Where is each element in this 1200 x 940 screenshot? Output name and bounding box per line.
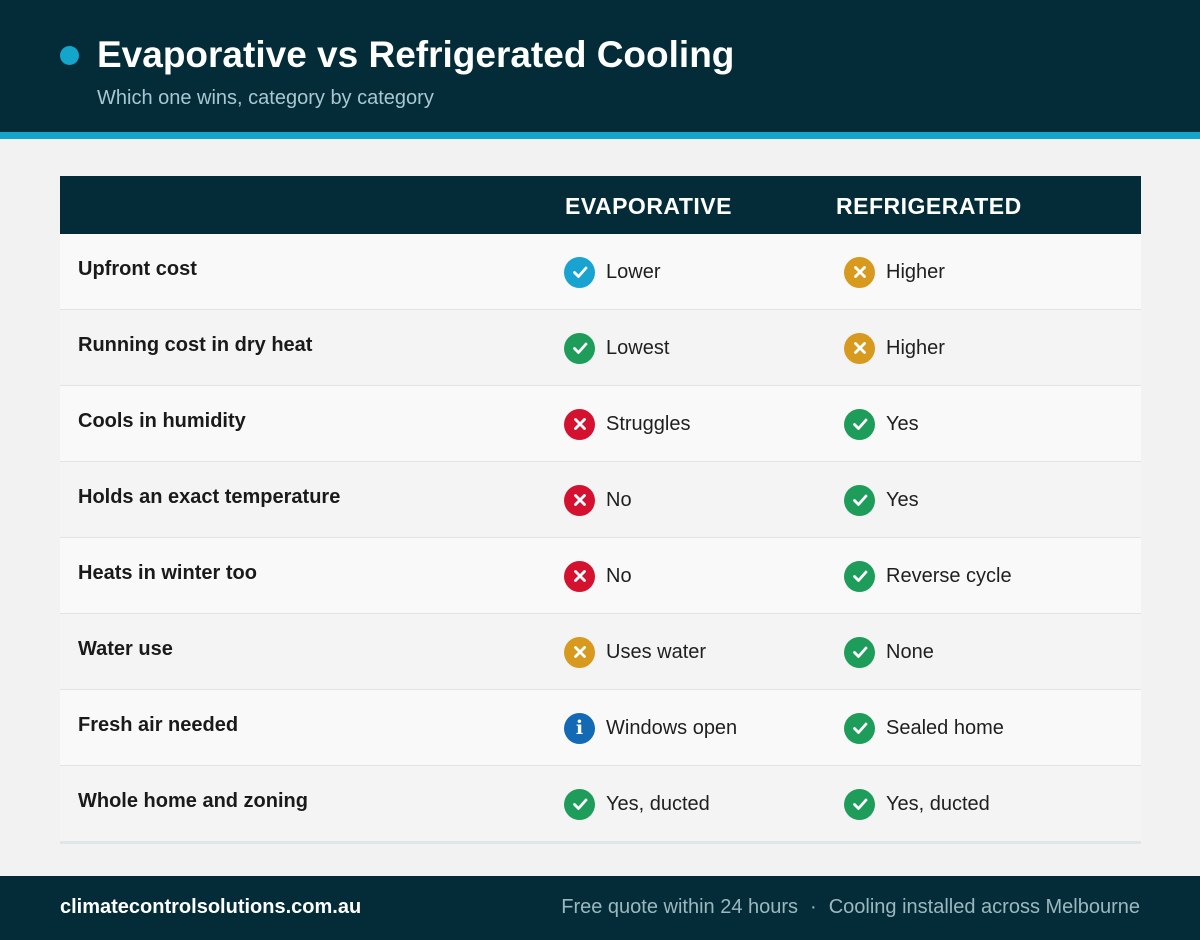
footer-website: climatecontrolsolutions.com.au [60, 896, 362, 918]
cross-icon [564, 408, 595, 440]
table-row: Running cost in dry heat Lowest Higher [60, 310, 1141, 386]
header-banner: Evaporative vs Refrigerated Cooling Whic… [0, 0, 1200, 132]
refrigerated-value: Sealed home [886, 716, 1004, 739]
evaporative-cell: Lower [564, 256, 660, 288]
check-icon [564, 332, 595, 364]
table-row: Cools in humidity Struggles Yes [60, 386, 1141, 462]
evaporative-value: Lower [606, 260, 661, 283]
refrigerated-value: Higher [886, 336, 945, 359]
table-body: Upfront cost Lower Higher Running cost in d… [60, 234, 1141, 844]
check-icon [844, 636, 875, 668]
check-icon [844, 788, 875, 820]
category-label: Cools in humidity [78, 410, 246, 432]
check-icon [564, 788, 595, 820]
refrigerated-value: Reverse cycle [886, 564, 1012, 587]
evaporative-cell: No [564, 484, 632, 516]
cross-icon [564, 484, 595, 516]
refrigerated-cell: Reverse cycle [844, 560, 1012, 592]
footer: climatecontrolsolutions.com.au Free quot… [0, 876, 1200, 940]
accent-dot [60, 46, 79, 65]
refrigerated-value: Yes, ducted [886, 792, 990, 815]
refrigerated-cell: Sealed home [844, 712, 1004, 744]
refrigerated-cell: None [844, 636, 934, 668]
refrigerated-value: None [886, 640, 934, 663]
category-label: Holds an exact temperature [78, 486, 341, 508]
cross-icon [844, 332, 875, 364]
refrigerated-value: Yes [886, 412, 919, 435]
evaporative-cell: No [564, 560, 632, 592]
refrigerated-cell: Higher [844, 332, 945, 364]
check-icon [844, 484, 875, 516]
category-label: Water use [78, 638, 173, 660]
page-subtitle: Which one wins, category by category [97, 87, 434, 109]
info-icon: i [564, 712, 595, 744]
column-header-evaporative: EVAPORATIVE [565, 193, 732, 219]
evaporative-cell: Lowest [564, 332, 669, 364]
check-icon [844, 560, 875, 592]
page-title: Evaporative vs Refrigerated Cooling [97, 34, 735, 75]
evaporative-value: Struggles [606, 412, 691, 435]
check-icon [844, 408, 875, 440]
category-label: Running cost in dry heat [78, 334, 313, 356]
table-row: Holds an exact temperature No Yes [60, 462, 1141, 538]
evaporative-cell: Struggles [564, 408, 691, 440]
evaporative-value: Yes, ducted [606, 792, 710, 815]
check-icon [564, 256, 595, 288]
footer-tagline-quote: Free quote within 24 hours [561, 896, 799, 918]
category-label: Whole home and zoning [78, 790, 308, 812]
category-label: Fresh air needed [78, 714, 239, 736]
footer-tagline-area: Cooling installed across Melbourne [828, 896, 1140, 918]
evaporative-cell: Uses water [564, 636, 706, 668]
cross-icon [844, 256, 875, 288]
table-row: Fresh air needed i Windows open Sealed home [60, 690, 1141, 766]
evaporative-value: No [606, 488, 632, 511]
footer-tagline: Free quote within 24 hours · Cooling insta… [561, 896, 1140, 919]
table-row: Upfront cost Lower Higher [60, 234, 1141, 310]
table-row: Whole home and zoning Yes, ducted Yes, duc… [60, 766, 1141, 844]
refrigerated-cell: Yes [844, 484, 919, 516]
cross-icon [564, 636, 595, 668]
evaporative-value: Lowest [606, 336, 670, 359]
category-label: Upfront cost [78, 258, 197, 280]
refrigerated-cell: Higher [844, 256, 945, 288]
refrigerated-cell: Yes [844, 408, 919, 440]
footer-separator: · [810, 896, 817, 918]
table-row: Heats in winter too No Reverse cycle [60, 538, 1141, 614]
table-header: EVAPORATIVE REFRIGERATED [60, 176, 1141, 234]
evaporative-cell: i Windows open [564, 712, 737, 744]
evaporative-value: No [606, 564, 632, 587]
table-row: Water use Uses water None [60, 614, 1141, 690]
evaporative-value: Uses water [606, 640, 707, 663]
column-header-refrigerated: REFRIGERATED [836, 193, 1022, 219]
refrigerated-cell: Yes, ducted [844, 788, 990, 820]
refrigerated-value: Higher [886, 260, 945, 283]
category-label: Heats in winter too [78, 562, 257, 584]
comparison-table: EVAPORATIVE REFRIGERATED Upfront cost Low… [60, 176, 1141, 844]
evaporative-value: Windows open [606, 716, 738, 739]
cross-icon [564, 560, 595, 592]
refrigerated-value: Yes [886, 488, 919, 511]
evaporative-cell: Yes, ducted [564, 788, 710, 820]
check-icon [844, 712, 875, 744]
header-accent-bar [0, 132, 1200, 139]
